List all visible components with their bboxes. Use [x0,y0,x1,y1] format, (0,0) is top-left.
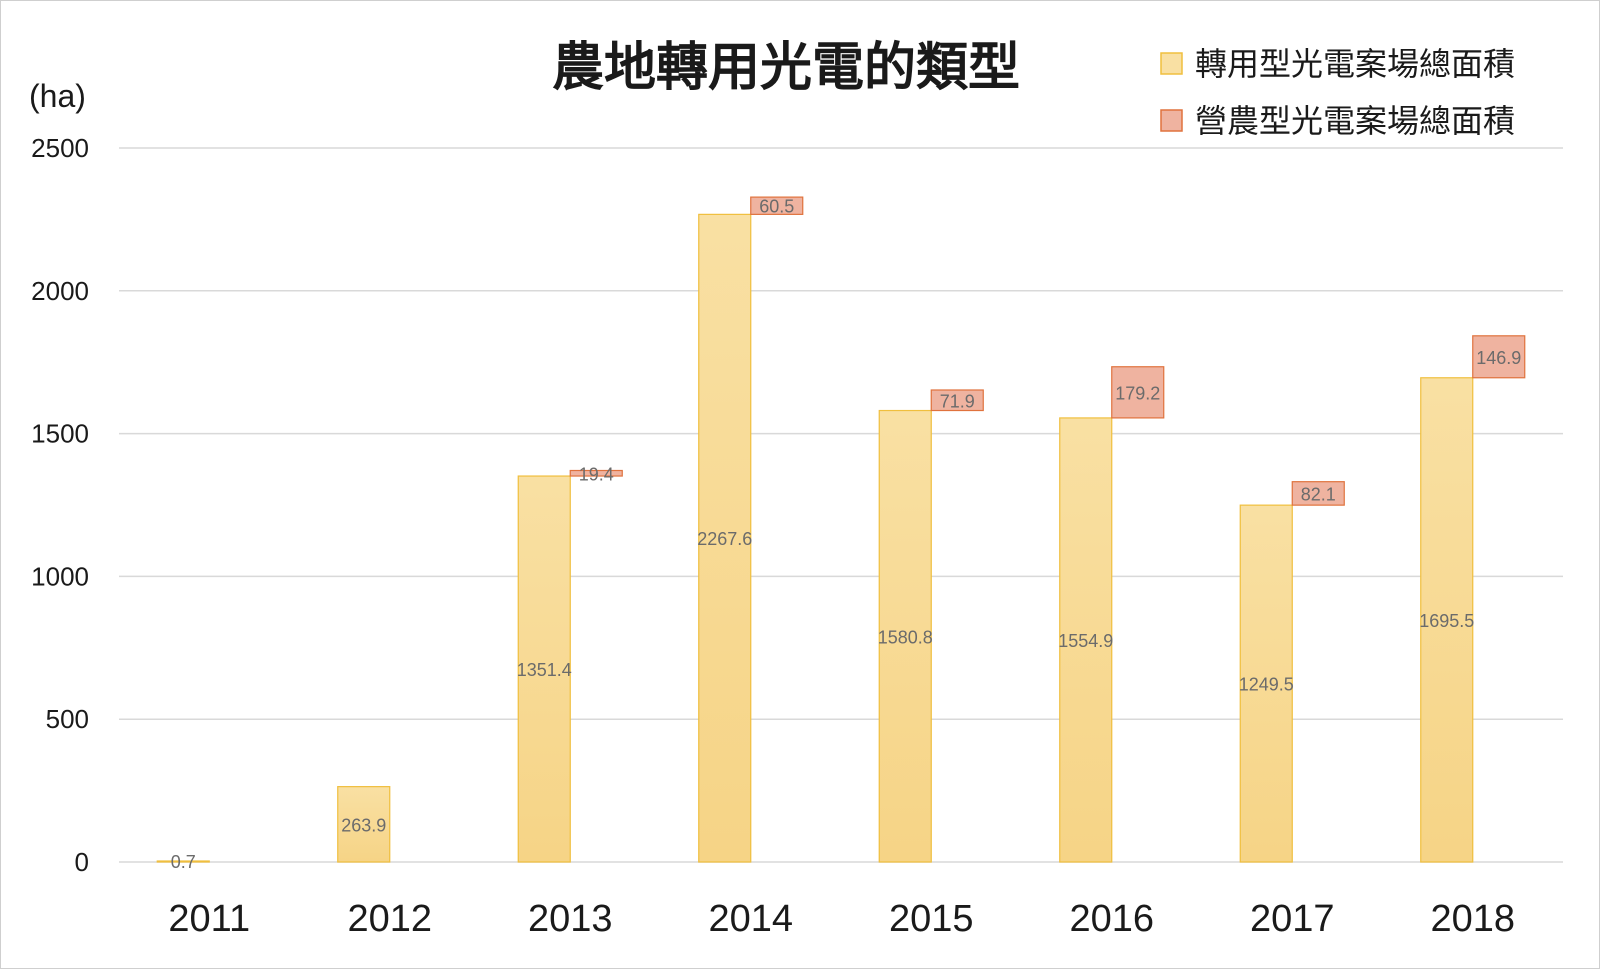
y-axis-ticks: 0 500 1000 1500 2000 2500 [31,133,89,877]
legend-swatch-conversion [1160,52,1183,75]
x-tick-label-2012: 2012 [347,898,432,940]
legend-swatch-agrivoltaic [1160,109,1183,132]
x-tick-label-2013: 2013 [528,898,613,940]
x-tick-label-2018: 2018 [1430,898,1515,940]
x-tick-label-2015: 2015 [889,898,974,940]
y-tick-label: 1000 [31,561,89,591]
bar-conversion-2014 [698,213,752,863]
y-tick-label: 0 [75,847,89,877]
bar-conversion-2015 [878,409,932,863]
data-label-agrivoltaic-2015: 71.9 [940,391,975,411]
x-tick-label-2016: 2016 [1069,898,1154,940]
data-label-conversion-2014: 2267.6 [697,529,752,549]
data-label-conversion-2011: 0.7 [171,852,196,872]
x-tick-label-2017: 2017 [1250,898,1335,940]
bar-conversion-2013 [517,475,571,863]
data-label-conversion-2013: 1351.4 [517,660,572,680]
legend: 轉用型光電案場總面積 營農型光電案場總面積 [1160,45,1515,140]
bar-conversion-2018 [1420,377,1474,863]
y-tick-label: 1500 [31,419,89,449]
grid-lines [119,147,1563,863]
data-label-conversion-2017: 1249.5 [1239,675,1294,695]
legend-label-conversion: 轉用型光電案場總面積 [1195,45,1515,83]
data-label-conversion-2015: 1580.8 [878,627,933,647]
data-label-agrivoltaic-2017: 82.1 [1301,484,1336,504]
bar-agrivoltaic-2017 [1291,481,1345,506]
legend-label-agrivoltaic: 營農型光電案場總面積 [1195,102,1515,140]
x-axis-ticks: 2011 2012 2013 2014 2015 2016 2017 2018 [168,898,1515,940]
bar-agrivoltaic-2018 [1472,335,1526,379]
y-tick-label: 500 [46,704,89,734]
y-axis-unit-label: (ha) [29,78,86,114]
data-labels: 0.7 263.9 1351.4 19.4 2267.6 60.5 1580.8 71.9 15… [171,197,1522,872]
data-label-conversion-2012: 263.9 [341,815,386,835]
bar-agrivoltaic-2016 [1111,366,1165,419]
bar-agrivoltaic-2015 [930,389,984,412]
bar-conversion-2011 [156,860,210,863]
data-label-conversion-2018: 1695.5 [1419,611,1474,631]
bar-conversion-2012 [337,786,391,863]
bar-agrivoltaic-2014 [750,196,804,215]
x-tick-label-2014: 2014 [708,898,793,940]
bar-conversion-2017 [1239,504,1293,863]
data-label-conversion-2016: 1554.9 [1058,631,1113,651]
y-tick-label: 2000 [31,276,89,306]
data-label-agrivoltaic-2013: 19.4 [579,464,614,484]
x-tick-label-2011: 2011 [168,898,250,940]
data-label-agrivoltaic-2018: 146.9 [1476,348,1521,368]
data-label-agrivoltaic-2016: 179.2 [1115,383,1160,403]
y-tick-label: 2500 [31,133,89,163]
bars [156,196,1526,863]
bar-conversion-2016 [1059,417,1113,863]
chart-title: 農地轉用光電的類型 [552,38,1020,98]
data-label-agrivoltaic-2014: 60.5 [759,197,794,217]
bar-agrivoltaic-2013 [569,469,623,477]
